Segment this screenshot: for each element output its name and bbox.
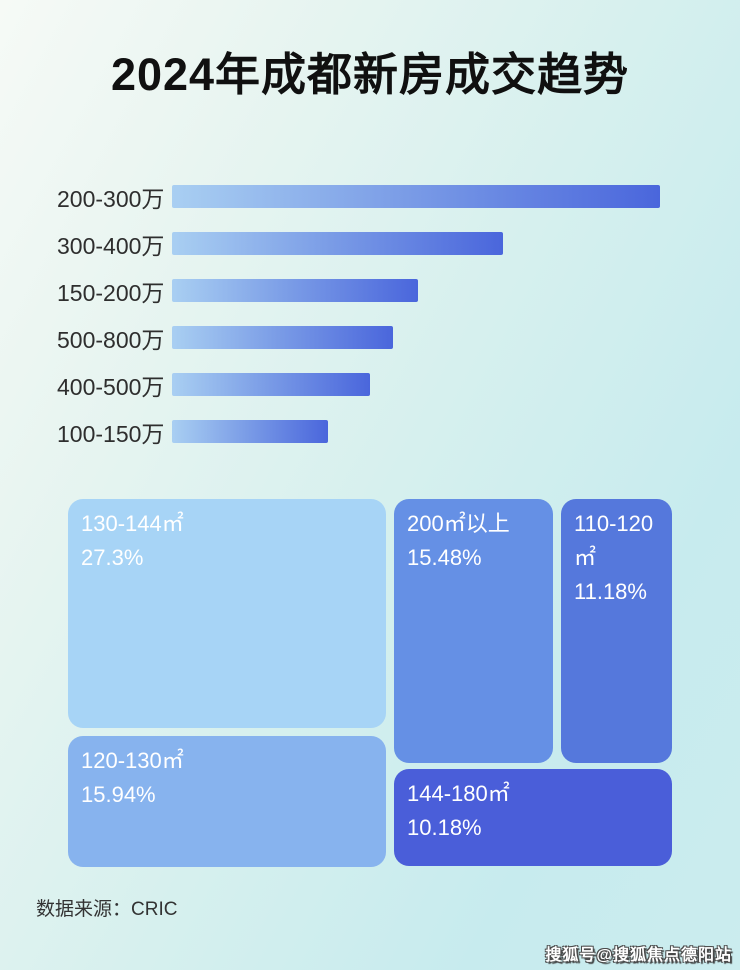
bar-200-300 bbox=[172, 185, 660, 208]
bar-row-500-800: 500-800万 bbox=[57, 326, 660, 353]
tile-label: 110-120㎡ bbox=[574, 511, 654, 570]
tile-value: 15.48% bbox=[407, 545, 482, 570]
treemap-tile-144-180: 144-180㎡ 10.18% bbox=[394, 769, 672, 866]
bar-500-800 bbox=[172, 326, 393, 349]
tile-label: 130-144㎡ bbox=[81, 511, 184, 536]
bar-150-200 bbox=[172, 279, 418, 302]
tile-value: 11.18% bbox=[574, 579, 647, 604]
bar-row-150-200: 150-200万 bbox=[57, 279, 660, 306]
watermark: 搜狐号@搜狐焦点德阳站 bbox=[545, 947, 732, 964]
bar-label: 200-300万 bbox=[57, 185, 165, 212]
treemap-tile-110-120: 110-120㎡ 11.18% bbox=[561, 499, 672, 763]
bar-label: 300-400万 bbox=[57, 232, 165, 259]
bar-row-200-300: 200-300万 bbox=[57, 185, 660, 212]
bar-100-150 bbox=[172, 420, 328, 443]
tile-label: 120-130㎡ bbox=[81, 748, 184, 773]
tile-value: 27.3% bbox=[81, 545, 144, 570]
treemap-tile-130-144: 130-144㎡ 27.3% bbox=[68, 499, 386, 728]
bar-row-300-400: 300-400万 bbox=[57, 232, 660, 259]
bar-row-400-500: 400-500万 bbox=[57, 373, 660, 400]
bar-400-500 bbox=[172, 373, 370, 396]
bar-label: 500-800万 bbox=[57, 326, 165, 353]
bar-row-100-150: 100-150万 bbox=[57, 420, 660, 447]
page-title: 2024年成都新房成交趋势 bbox=[110, 49, 630, 100]
bar-label: 100-150万 bbox=[57, 420, 165, 447]
bar-300-400 bbox=[172, 232, 503, 255]
price-range-bar-chart: 200-300万 300-400万 150-200万 500-800万 400-… bbox=[57, 185, 660, 447]
bar-label: 400-500万 bbox=[57, 373, 165, 400]
treemap-tile-120-130: 120-130㎡ 15.94% bbox=[68, 736, 386, 867]
tile-value: 15.94% bbox=[81, 782, 156, 807]
bar-label: 150-200万 bbox=[57, 279, 165, 306]
treemap-tile-200plus: 200㎡以上 15.48% bbox=[394, 499, 553, 763]
tile-value: 10.18% bbox=[407, 815, 482, 840]
tile-label: 144-180㎡ bbox=[407, 781, 510, 806]
tile-label: 200㎡以上 bbox=[407, 511, 510, 536]
data-source-note: 数据来源：CRIC bbox=[36, 899, 178, 920]
